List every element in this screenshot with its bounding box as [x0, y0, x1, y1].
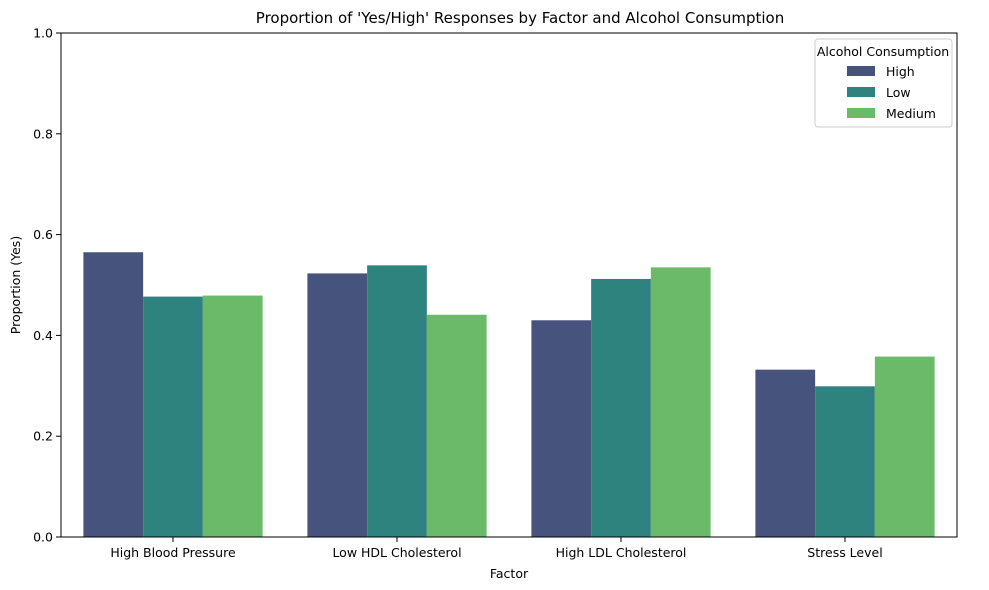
x-tick-label: High Blood Pressure	[110, 545, 236, 560]
legend-swatch-high	[847, 66, 875, 76]
chart-title: Proportion of 'Yes/High' Responses by Fa…	[256, 9, 784, 27]
y-tick-label: 0.4	[33, 328, 53, 343]
bar-high-3	[755, 369, 816, 537]
plot-frame	[60, 32, 958, 538]
legend-swatch-medium	[847, 108, 875, 118]
y-axis: 0.0 0.2 0.4 0.6 0.8 1.0	[33, 26, 61, 545]
legend-label-high: High	[886, 64, 915, 79]
bar-low-2	[591, 278, 651, 537]
y-tick-label: 0.6	[33, 227, 53, 242]
x-tick-label: Low HDL Cholesterol	[332, 545, 461, 560]
bar-high-1	[307, 273, 368, 537]
legend-label-medium: Medium	[886, 106, 936, 121]
bar-low-1	[367, 265, 427, 537]
legend-title: Alcohol Consumption	[817, 44, 949, 59]
bars-group	[83, 252, 935, 538]
legend: Alcohol Consumption High Low Medium	[814, 38, 953, 128]
bar-high-2	[531, 320, 592, 537]
x-axis-label: Factor	[490, 566, 529, 581]
bar-medium-2	[650, 267, 711, 537]
x-tick-label: Stress Level	[807, 545, 882, 560]
y-tick-label: 0.0	[33, 530, 53, 545]
legend-swatch-low	[847, 87, 875, 97]
y-tick-label: 0.8	[33, 126, 53, 141]
legend-box	[814, 38, 953, 128]
bar-medium-3	[874, 356, 935, 537]
bar-low-3	[815, 386, 875, 537]
y-axis-label: Proportion (Yes)	[8, 236, 23, 334]
bar-medium-1	[426, 314, 487, 537]
bar-high-0	[83, 252, 144, 538]
bar-medium-0	[202, 295, 263, 537]
x-axis: High Blood Pressure Low HDL Cholesterol Hi…	[110, 537, 883, 560]
x-tick-label: High LDL Cholesterol	[556, 545, 687, 560]
y-tick-label: 0.2	[33, 429, 53, 444]
bar-low-0	[143, 296, 203, 537]
legend-label-low: Low	[886, 85, 911, 100]
y-tick-label: 1.0	[33, 26, 53, 41]
